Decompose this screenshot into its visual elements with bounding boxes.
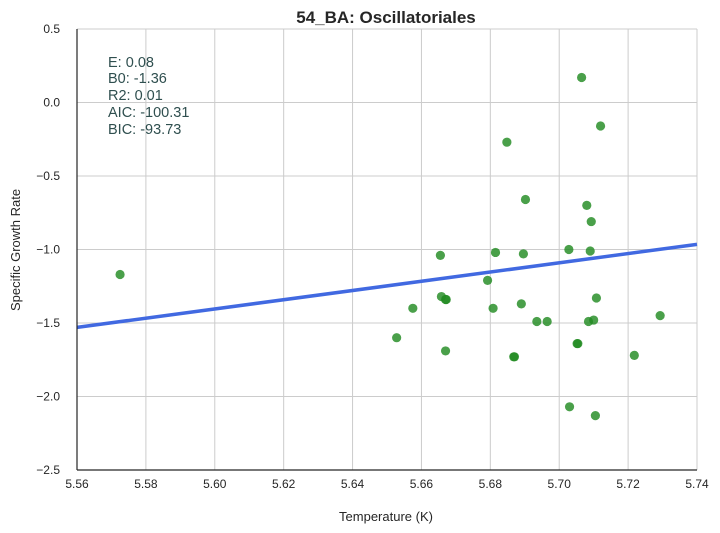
data-point bbox=[595, 121, 606, 131]
y-tick-label: −1.5 bbox=[36, 316, 60, 330]
y-tick-label: 0.0 bbox=[43, 96, 60, 110]
annotation-e: E: 0.08 bbox=[108, 55, 154, 71]
data-point bbox=[441, 294, 451, 305]
data-point bbox=[482, 275, 493, 285]
data-point bbox=[516, 299, 526, 309]
fit-line-layer bbox=[76, 242, 698, 330]
x-tick-label: 5.60 bbox=[203, 477, 227, 491]
gridlines bbox=[77, 28, 698, 470]
data-point bbox=[589, 315, 599, 325]
data-point bbox=[435, 250, 445, 260]
data-point bbox=[440, 346, 451, 356]
annotation-bic: BIC: -93.73 bbox=[108, 122, 181, 138]
data-point bbox=[520, 194, 531, 205]
x-tick-label: 5.70 bbox=[548, 477, 572, 491]
data-point bbox=[629, 350, 639, 360]
data-point bbox=[573, 338, 583, 349]
data-point bbox=[490, 247, 501, 258]
data-point bbox=[586, 216, 596, 227]
data-point bbox=[564, 402, 575, 412]
data-point bbox=[502, 137, 512, 147]
data-point bbox=[564, 244, 574, 255]
y-axis-label: Specific Growth Rate bbox=[8, 189, 23, 311]
x-tick-label: 5.68 bbox=[479, 477, 503, 491]
x-tick-label: 5.62 bbox=[272, 477, 296, 491]
fit-line bbox=[76, 242, 698, 330]
x-tick-label: 5.56 bbox=[65, 477, 89, 491]
x-tick-label: 5.74 bbox=[685, 477, 709, 491]
y-tick-label: −0.5 bbox=[36, 169, 60, 183]
annotation-b0: B0: -1.36 bbox=[108, 71, 167, 87]
x-tick-label: 5.58 bbox=[134, 477, 158, 491]
y-tick-label: −1.0 bbox=[36, 243, 60, 257]
data-point bbox=[509, 352, 520, 362]
y-tick-label: −2.5 bbox=[36, 463, 60, 477]
y-tick-label: 0.5 bbox=[43, 22, 60, 36]
x-tick-label: 5.72 bbox=[616, 477, 640, 491]
annotation-aic: AIC: -100.31 bbox=[108, 105, 189, 121]
fit-statistics: E: 0.08 B0: -1.36 R2: 0.01 AIC: -100.31 … bbox=[108, 55, 189, 138]
annotation-r2: R2: 0.01 bbox=[108, 88, 163, 104]
data-point bbox=[518, 249, 529, 259]
axes bbox=[76, 29, 697, 471]
data-point bbox=[408, 303, 418, 313]
data-point bbox=[577, 72, 587, 83]
data-point bbox=[392, 333, 402, 343]
data-point bbox=[115, 269, 125, 280]
data-points bbox=[115, 72, 665, 421]
x-axis-label: Temperature (K) bbox=[339, 509, 433, 524]
data-point bbox=[542, 316, 552, 327]
data-point bbox=[655, 311, 665, 321]
data-point bbox=[488, 303, 498, 313]
data-point bbox=[582, 200, 592, 210]
tick-labels: 5.56 5.58 5.60 5.62 5.64 5.66 5.68 5.70 5.72 5.74… bbox=[36, 22, 709, 491]
y-tick-label: −2.0 bbox=[36, 390, 60, 404]
data-point bbox=[585, 246, 595, 256]
data-point bbox=[532, 316, 542, 327]
data-point bbox=[591, 293, 602, 303]
data-point bbox=[590, 411, 600, 421]
x-tick-label: 5.66 bbox=[410, 477, 434, 491]
x-tick-label: 5.64 bbox=[341, 477, 365, 491]
chart-title: 54_BA: Oscillatoriales bbox=[296, 8, 476, 27]
